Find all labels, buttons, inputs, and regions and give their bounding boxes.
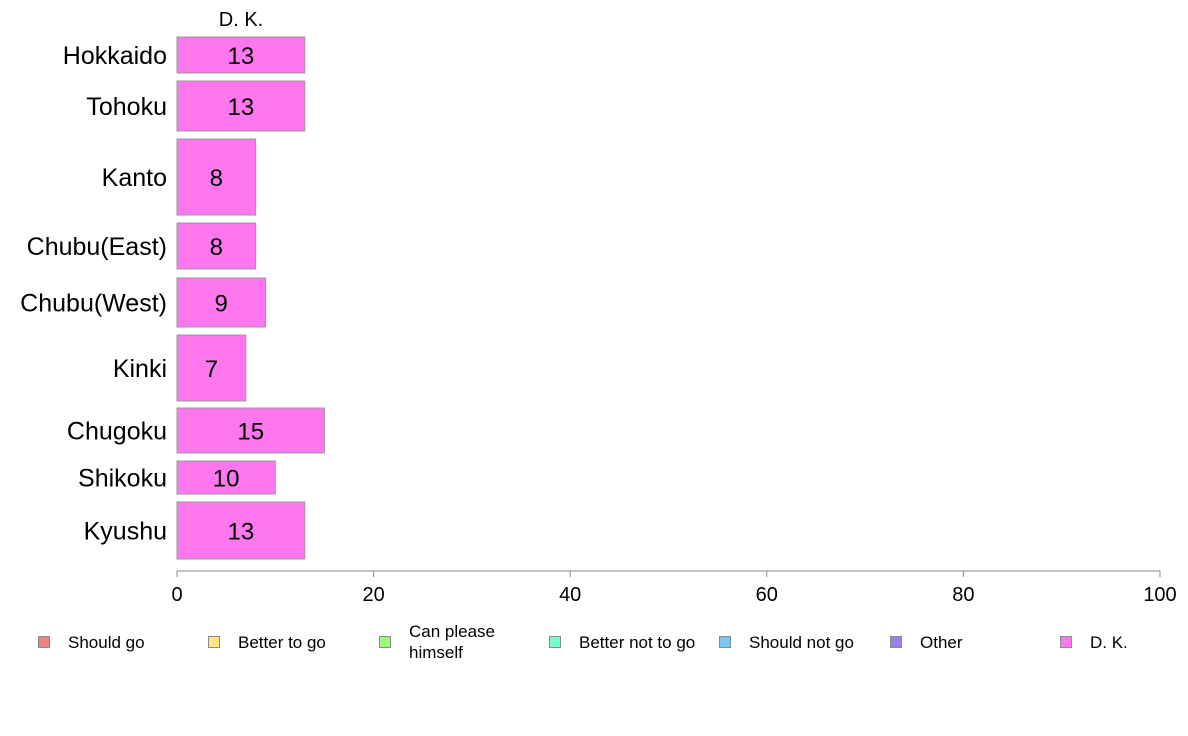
series-title: D. K. [219, 9, 263, 31]
x-tick-label-40: 40 [559, 584, 581, 606]
value-label-chugoku: 15 [237, 419, 264, 446]
legend-item-better-to-go: Better to go [208, 620, 348, 664]
legend-item-dk: D. K. [1060, 620, 1170, 664]
legend-item-better-not-to-go: Better not to go [549, 620, 719, 664]
legend-swatch [38, 636, 50, 648]
value-label-hokkaido: 13 [228, 43, 255, 70]
bar-hokkaido [176, 36, 306, 74]
x-tick-label-80: 80 [952, 584, 974, 606]
value-label-kyushu: 13 [228, 519, 255, 546]
bar-tohoku [176, 80, 306, 132]
bar-shikoku [176, 460, 276, 495]
legend-label: D. K. [1090, 632, 1128, 652]
bar-chugoku [176, 407, 325, 454]
value-label-chubu-west: 9 [215, 291, 228, 318]
legend-swatch [890, 636, 902, 648]
category-label-shikoku: Shikoku [78, 465, 167, 493]
legend-swatch [549, 636, 561, 648]
category-label-kanto: Kanto [102, 164, 167, 192]
category-label-hokkaido: Hokkaido [63, 42, 167, 70]
value-label-kinki: 7 [205, 356, 218, 383]
bars-group: 13 13 8 8 9 7 15 10 13 [176, 36, 325, 560]
legend-item-should-not-go: Should not go [719, 620, 889, 664]
x-tick-label-100: 100 [1143, 584, 1176, 606]
category-label-chugoku: Chugoku [67, 418, 167, 446]
category-label-kinki: Kinki [113, 355, 167, 383]
value-label-shikoku: 10 [213, 466, 240, 493]
bar-kinki [176, 334, 247, 402]
legend-swatch [719, 636, 731, 648]
x-tick-label-20: 20 [362, 584, 384, 606]
bar-chubu-east [176, 222, 257, 270]
x-tick-label-60: 60 [756, 584, 778, 606]
legend-label: Can please himself [409, 622, 496, 662]
value-label-kanto: 8 [210, 165, 223, 192]
legend-item-should-go: Should go [38, 620, 178, 664]
bar-chart: D. K. 13 13 8 8 9 7 15 10 13 Hokkaido Tohoku Kanto… [20, 9, 1177, 606]
legend-label: Better not to go [579, 632, 696, 652]
legend-label: Should not go [749, 632, 854, 652]
legend-swatch [208, 636, 220, 648]
legend-swatch [1060, 636, 1072, 648]
legend-label: Should go [68, 632, 145, 652]
bar-chubu-west [176, 277, 266, 328]
value-label-chubu-east: 8 [210, 234, 223, 261]
bar-kyushu [176, 501, 306, 560]
value-label-tohoku: 13 [228, 94, 255, 121]
legend-label: Better to go [238, 632, 326, 652]
category-label-chubu-west: Chubu(West) [20, 290, 167, 318]
x-tick-label-0: 0 [171, 584, 182, 606]
category-label-kyushu: Kyushu [84, 518, 167, 546]
legend-swatch [379, 636, 391, 648]
category-label-chubu-east: Chubu(East) [27, 233, 167, 261]
legend: Should go Better to go Can please himsel… [38, 620, 1158, 664]
legend-item-other: Other [890, 620, 1030, 664]
x-axis-ticks: 0 20 40 60 80 100 [171, 571, 1177, 606]
category-label-tohoku: Tohoku [86, 93, 167, 121]
bar-kanto [176, 138, 257, 216]
category-labels: Hokkaido Tohoku Kanto Chubu(East) Chubu(West… [20, 42, 167, 546]
legend-label: Other [920, 632, 963, 652]
legend-item-can-please-himself: Can please himself [379, 620, 519, 664]
